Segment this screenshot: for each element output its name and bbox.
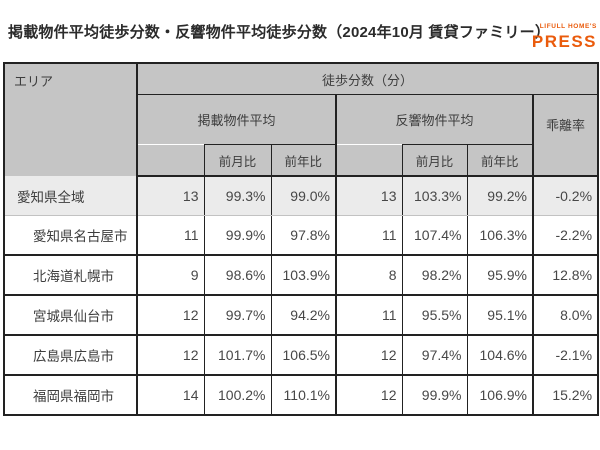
divergence-rate-cell: 15.2%	[531, 375, 599, 416]
response-yoy-cell: 95.1%	[466, 295, 533, 336]
area-cell: 愛知県全域	[4, 176, 137, 216]
logo-press-text: PRESS	[531, 31, 597, 51]
table-body: 愛知県全域 13 99.3% 99.0% 13 103.3% 99.2% -0.…	[4, 176, 599, 416]
response-mom-cell: 97.4%	[401, 335, 467, 376]
table-row: 宮城県仙台市 12 99.7% 94.2% 11 95.5% 95.1% 8.0…	[4, 295, 599, 336]
response-yoy-cell: 106.9%	[466, 375, 533, 416]
listed-yoy-cell: 106.5%	[270, 335, 336, 376]
listed-yoy-cell: 110.1%	[270, 375, 336, 416]
response-yoy-cell: 104.6%	[466, 335, 533, 376]
listed-mom-cell: 99.7%	[203, 295, 271, 336]
listed-yoy-cell: 94.2%	[270, 295, 336, 336]
response-mom-cell: 103.3%	[401, 176, 467, 216]
listed-mom-cell: 101.7%	[203, 335, 271, 376]
divergence-rate-cell: -2.1%	[531, 335, 599, 376]
response-yoy-cell: 99.2%	[466, 176, 533, 216]
header-divergence-rate: 乖離率	[531, 94, 599, 177]
table-row: 愛知県名古屋市 11 99.9% 97.8% 11 107.4% 106.3% …	[4, 215, 599, 256]
listed-average-cell: 11	[136, 215, 204, 256]
response-yoy-cell: 95.9%	[466, 255, 533, 296]
response-mom-cell: 99.9%	[401, 375, 467, 416]
response-yoy-cell: 106.3%	[466, 215, 533, 256]
listed-average-cell: 14	[136, 375, 204, 416]
response-average-cell: 8	[335, 255, 402, 296]
listed-average-cell: 12	[136, 335, 204, 376]
response-mom-cell: 98.2%	[401, 255, 467, 296]
listed-average-cell: 9	[136, 255, 204, 296]
response-average-cell: 12	[335, 375, 402, 416]
listed-average-cell: 12	[136, 295, 204, 336]
header-listed-average: 掲載物件平均	[136, 94, 336, 145]
listed-yoy-cell: 97.8%	[270, 215, 336, 256]
response-mom-cell: 107.4%	[401, 215, 467, 256]
listed-average-cell: 13	[136, 176, 204, 216]
table-row: 広島県広島市 12 101.7% 106.5% 12 97.4% 104.6% …	[4, 335, 599, 376]
table-row: 北海道札幌市 9 98.6% 103.9% 8 98.2% 95.9% 12.8…	[4, 255, 599, 296]
header-listed-yoy: 前年比	[270, 144, 336, 177]
response-average-cell: 13	[335, 176, 402, 216]
area-cell: 広島県広島市	[4, 335, 137, 376]
response-average-cell: 12	[335, 335, 402, 376]
header-area: エリア	[4, 63, 137, 176]
divergence-rate-cell: 12.8%	[531, 255, 599, 296]
header-listed-mom: 前月比	[203, 144, 271, 177]
divergence-rate-cell: -2.2%	[531, 215, 599, 256]
area-cell: 愛知県名古屋市	[4, 215, 137, 256]
response-average-cell: 11	[335, 215, 402, 256]
table-row: 福岡県福岡市 14 100.2% 110.1% 12 99.9% 106.9% …	[4, 375, 599, 416]
header-response-mom: 前月比	[401, 144, 467, 177]
listed-yoy-cell: 99.0%	[270, 176, 336, 216]
lifull-homes-press-logo: LIFULL HOME'S PRESS	[531, 23, 597, 51]
listed-mom-cell: 98.6%	[203, 255, 271, 296]
listed-yoy-cell: 103.9%	[270, 255, 336, 296]
response-mom-cell: 95.5%	[401, 295, 467, 336]
table-row: 愛知県全域 13 99.3% 99.0% 13 103.3% 99.2% -0.…	[4, 176, 599, 216]
logo-lifull-homes-text: LIFULL HOME'S	[539, 23, 597, 30]
header-walk-minutes: 徒歩分数（分）	[135, 63, 599, 95]
divergence-rate-cell: -0.2%	[531, 176, 599, 216]
page-title: 掲載物件平均徒歩分数・反響物件平均徒歩分数（2024年10月 賃貸ファミリー）	[8, 24, 551, 41]
area-cell: 宮城県仙台市	[4, 295, 137, 336]
header-spacer-listed	[136, 144, 204, 177]
header-response-yoy: 前年比	[466, 144, 533, 177]
area-cell: 福岡県福岡市	[4, 375, 137, 416]
walk-minutes-table: エリア 徒歩分数（分） 掲載物件平均 反響物件平均 乖離率 前月比 前年比 前月…	[3, 62, 600, 416]
listed-mom-cell: 99.9%	[203, 215, 271, 256]
header-spacer-response	[335, 144, 402, 177]
listed-mom-cell: 100.2%	[203, 375, 271, 416]
area-cell: 北海道札幌市	[4, 255, 137, 296]
listed-mom-cell: 99.3%	[203, 176, 271, 216]
table-header: エリア 徒歩分数（分） 掲載物件平均 反響物件平均 乖離率 前月比 前年比 前月…	[4, 63, 599, 177]
header-response-average: 反響物件平均	[335, 94, 533, 145]
response-average-cell: 11	[335, 295, 402, 336]
divergence-rate-cell: 8.0%	[531, 295, 599, 336]
